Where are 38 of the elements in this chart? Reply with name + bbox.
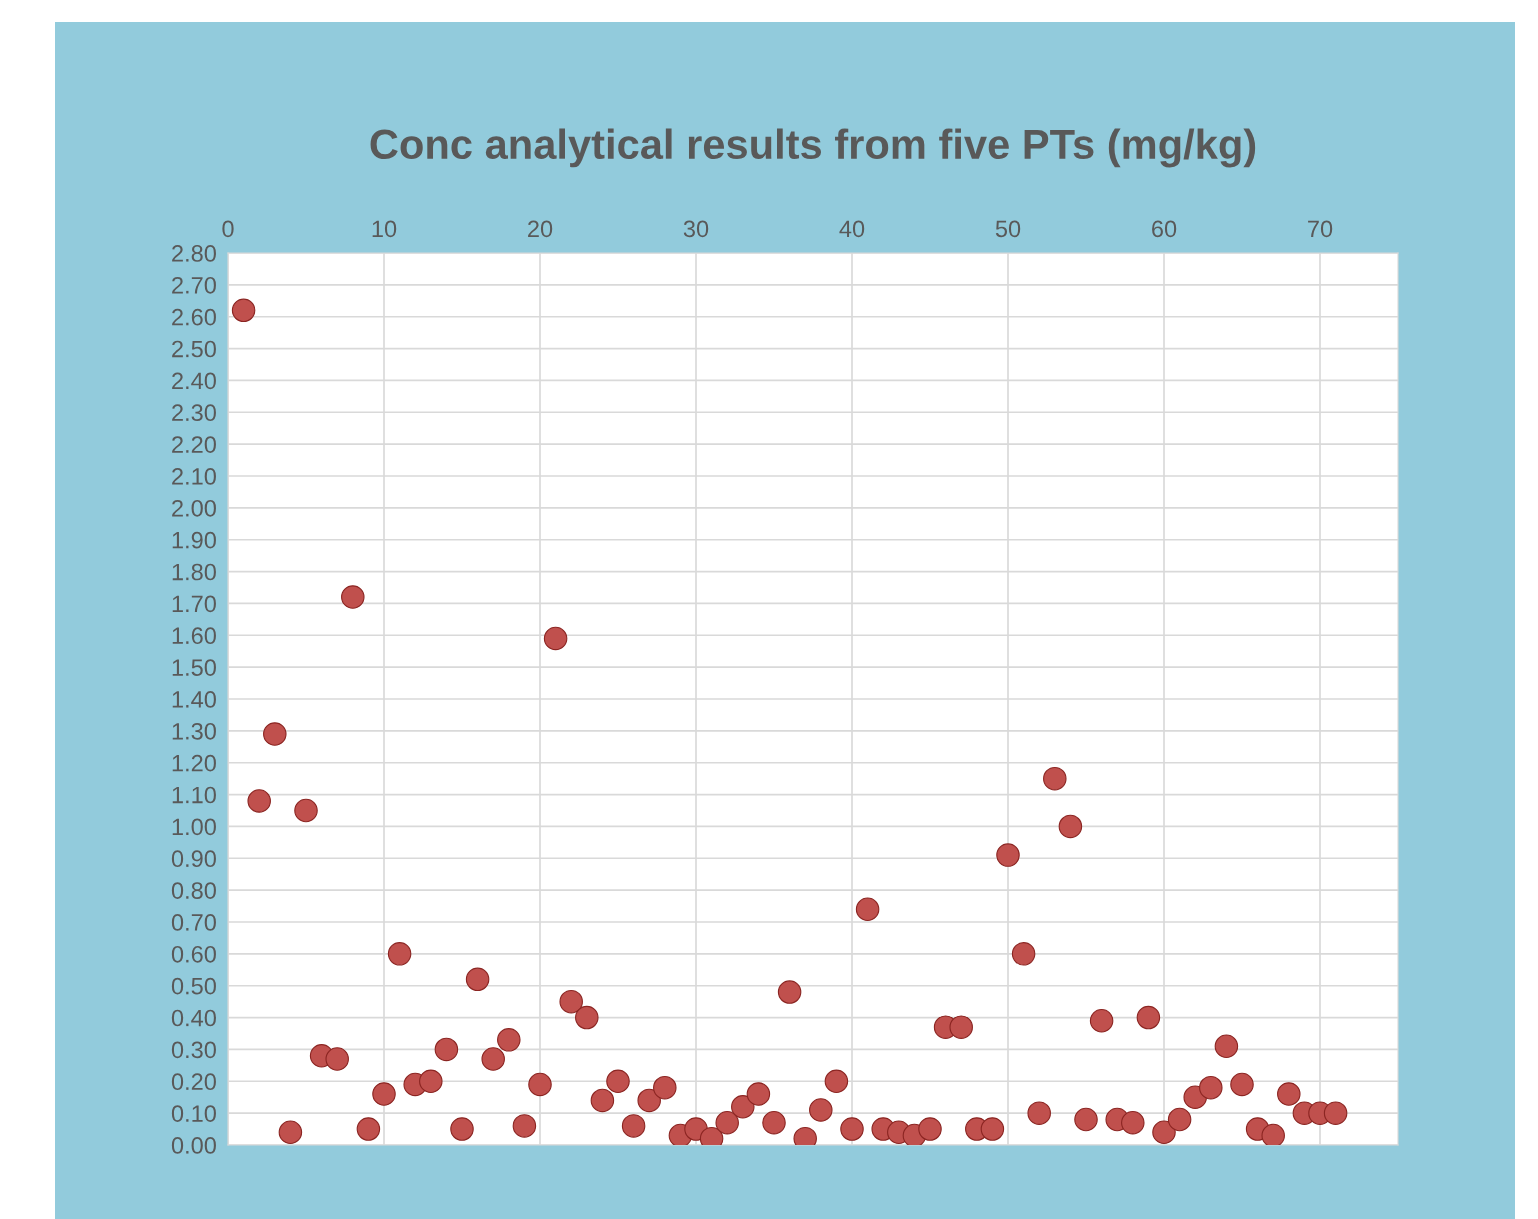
y-tick-label: 2.30 <box>172 404 216 422</box>
y-tick-label: 2.10 <box>172 468 216 485</box>
y-tick-label: 2.20 <box>172 436 216 453</box>
y-tick-label: 0.50 <box>171 977 216 995</box>
x-tick-label: 20 <box>528 220 553 238</box>
y-tick-label: 2.40 <box>172 372 216 390</box>
x-tick-label: 10 <box>372 220 397 238</box>
y-tick-label: 2.60 <box>172 308 216 326</box>
y-tick-label: 0.60 <box>171 945 216 963</box>
y-tick-label: 0.80 <box>171 882 216 899</box>
y-tick-label: 1.40 <box>172 691 216 708</box>
y-tick-label: 1.70 <box>172 595 216 613</box>
y-tick-label: 1.20 <box>172 754 216 772</box>
y-tick-label: 2.70 <box>172 276 216 294</box>
y-tick-label: 1.10 <box>172 786 216 804</box>
y-tick-label: 1.80 <box>172 563 216 581</box>
chart-title: Conc analytical results from five PTs (mg/kg) <box>370 128 1256 168</box>
y-tick-label: 0.40 <box>171 1009 216 1027</box>
y-tick-label: 1.90 <box>172 531 216 549</box>
y-tick-label: 2.50 <box>172 340 216 358</box>
y-tick-label: 1.50 <box>172 659 216 676</box>
y-tick-label: 0.00 <box>171 1137 216 1154</box>
x-tick-label: 40 <box>839 220 865 238</box>
y-tick-label: 0.90 <box>171 850 216 868</box>
y-tick-label: 0.10 <box>171 1105 216 1122</box>
y-tick-label: 0.30 <box>171 1041 216 1059</box>
y-tick-label: 1.00 <box>172 818 216 836</box>
y-tick-label: 2.00 <box>172 499 216 517</box>
y-tick-label: 0.70 <box>171 914 216 931</box>
y-tick-label: 1.60 <box>172 627 216 645</box>
x-tick-label: 60 <box>1152 220 1177 238</box>
x-tick-label: 0 <box>222 220 234 238</box>
x-tick-label: 50 <box>995 220 1021 238</box>
x-tick-label: 30 <box>683 220 709 238</box>
y-tick-label: 1.30 <box>172 722 216 740</box>
x-tick-label: 70 <box>1308 220 1333 238</box>
y-tick-label: 2.80 <box>172 245 216 262</box>
y-tick-label: 0.20 <box>171 1073 216 1091</box>
